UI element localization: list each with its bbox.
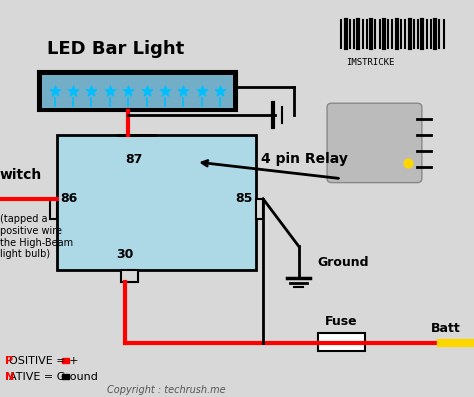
Point <box>217 88 224 94</box>
Text: Ground: Ground <box>318 256 369 268</box>
Text: 87: 87 <box>126 153 143 166</box>
Point <box>88 88 95 94</box>
Point <box>51 88 58 94</box>
FancyBboxPatch shape <box>318 333 365 351</box>
FancyBboxPatch shape <box>121 270 137 282</box>
Point <box>106 88 114 94</box>
FancyBboxPatch shape <box>50 199 57 219</box>
Point <box>143 88 150 94</box>
Text: Batt: Batt <box>431 322 461 335</box>
Text: Copyright : techrush.me: Copyright : techrush.me <box>107 385 225 395</box>
Text: IMSTRICKE: IMSTRICKE <box>346 58 394 67</box>
Text: 86: 86 <box>60 192 77 205</box>
FancyBboxPatch shape <box>256 199 263 219</box>
Point <box>125 88 132 94</box>
Point <box>69 88 77 94</box>
Bar <box>62 374 69 379</box>
FancyBboxPatch shape <box>57 135 256 270</box>
Text: 85: 85 <box>236 192 253 205</box>
Point <box>161 88 169 94</box>
Point <box>180 88 187 94</box>
Bar <box>62 358 69 363</box>
Text: Fuse: Fuse <box>325 314 357 328</box>
Text: witch: witch <box>0 168 42 182</box>
Text: OSITIVE = +: OSITIVE = + <box>9 356 79 366</box>
Text: 4 pin Relay: 4 pin Relay <box>261 152 347 166</box>
Point <box>404 160 411 166</box>
FancyBboxPatch shape <box>42 75 233 108</box>
FancyBboxPatch shape <box>327 103 422 183</box>
Text: N: N <box>5 372 14 382</box>
Text: P: P <box>5 356 13 366</box>
FancyBboxPatch shape <box>38 71 237 111</box>
Text: 30: 30 <box>116 248 133 260</box>
Text: LED Bar Light: LED Bar Light <box>47 40 185 58</box>
Point <box>198 88 206 94</box>
Text: (tapped a
positive wire
the High-Beam
light bulb): (tapped a positive wire the High-Beam li… <box>0 214 73 259</box>
Text: ATIVE = Ground: ATIVE = Ground <box>9 372 99 382</box>
